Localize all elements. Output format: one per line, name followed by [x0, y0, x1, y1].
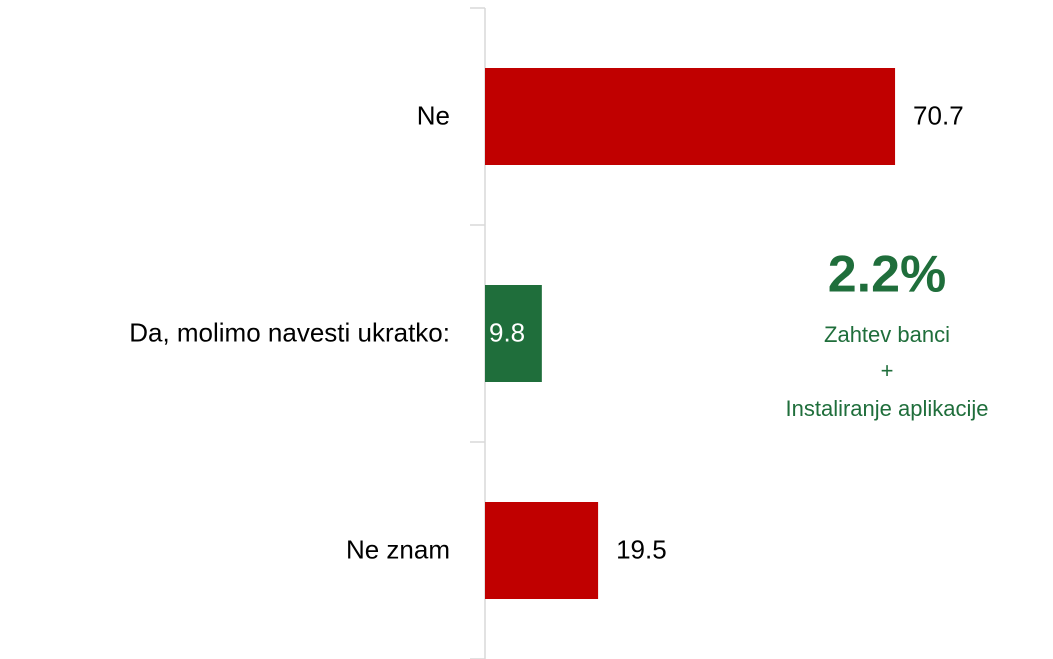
bar — [485, 285, 542, 382]
category-label: Ne znam — [346, 534, 450, 564]
category-label: Ne — [417, 100, 450, 130]
annotation-line: Zahtev banci — [824, 322, 950, 347]
annotation-line: + — [881, 358, 894, 383]
value-label: 70.7 — [913, 100, 964, 130]
value-label: 19.5 — [616, 534, 667, 564]
bar — [485, 502, 599, 599]
value-label: 9.8 — [489, 317, 525, 347]
category-label: Da, molimo navesti ukratko: — [129, 317, 450, 347]
bar — [485, 68, 896, 165]
annotation-line: Instaliranje aplikacije — [786, 396, 989, 421]
annotation-headline: 2.2% — [828, 246, 947, 304]
